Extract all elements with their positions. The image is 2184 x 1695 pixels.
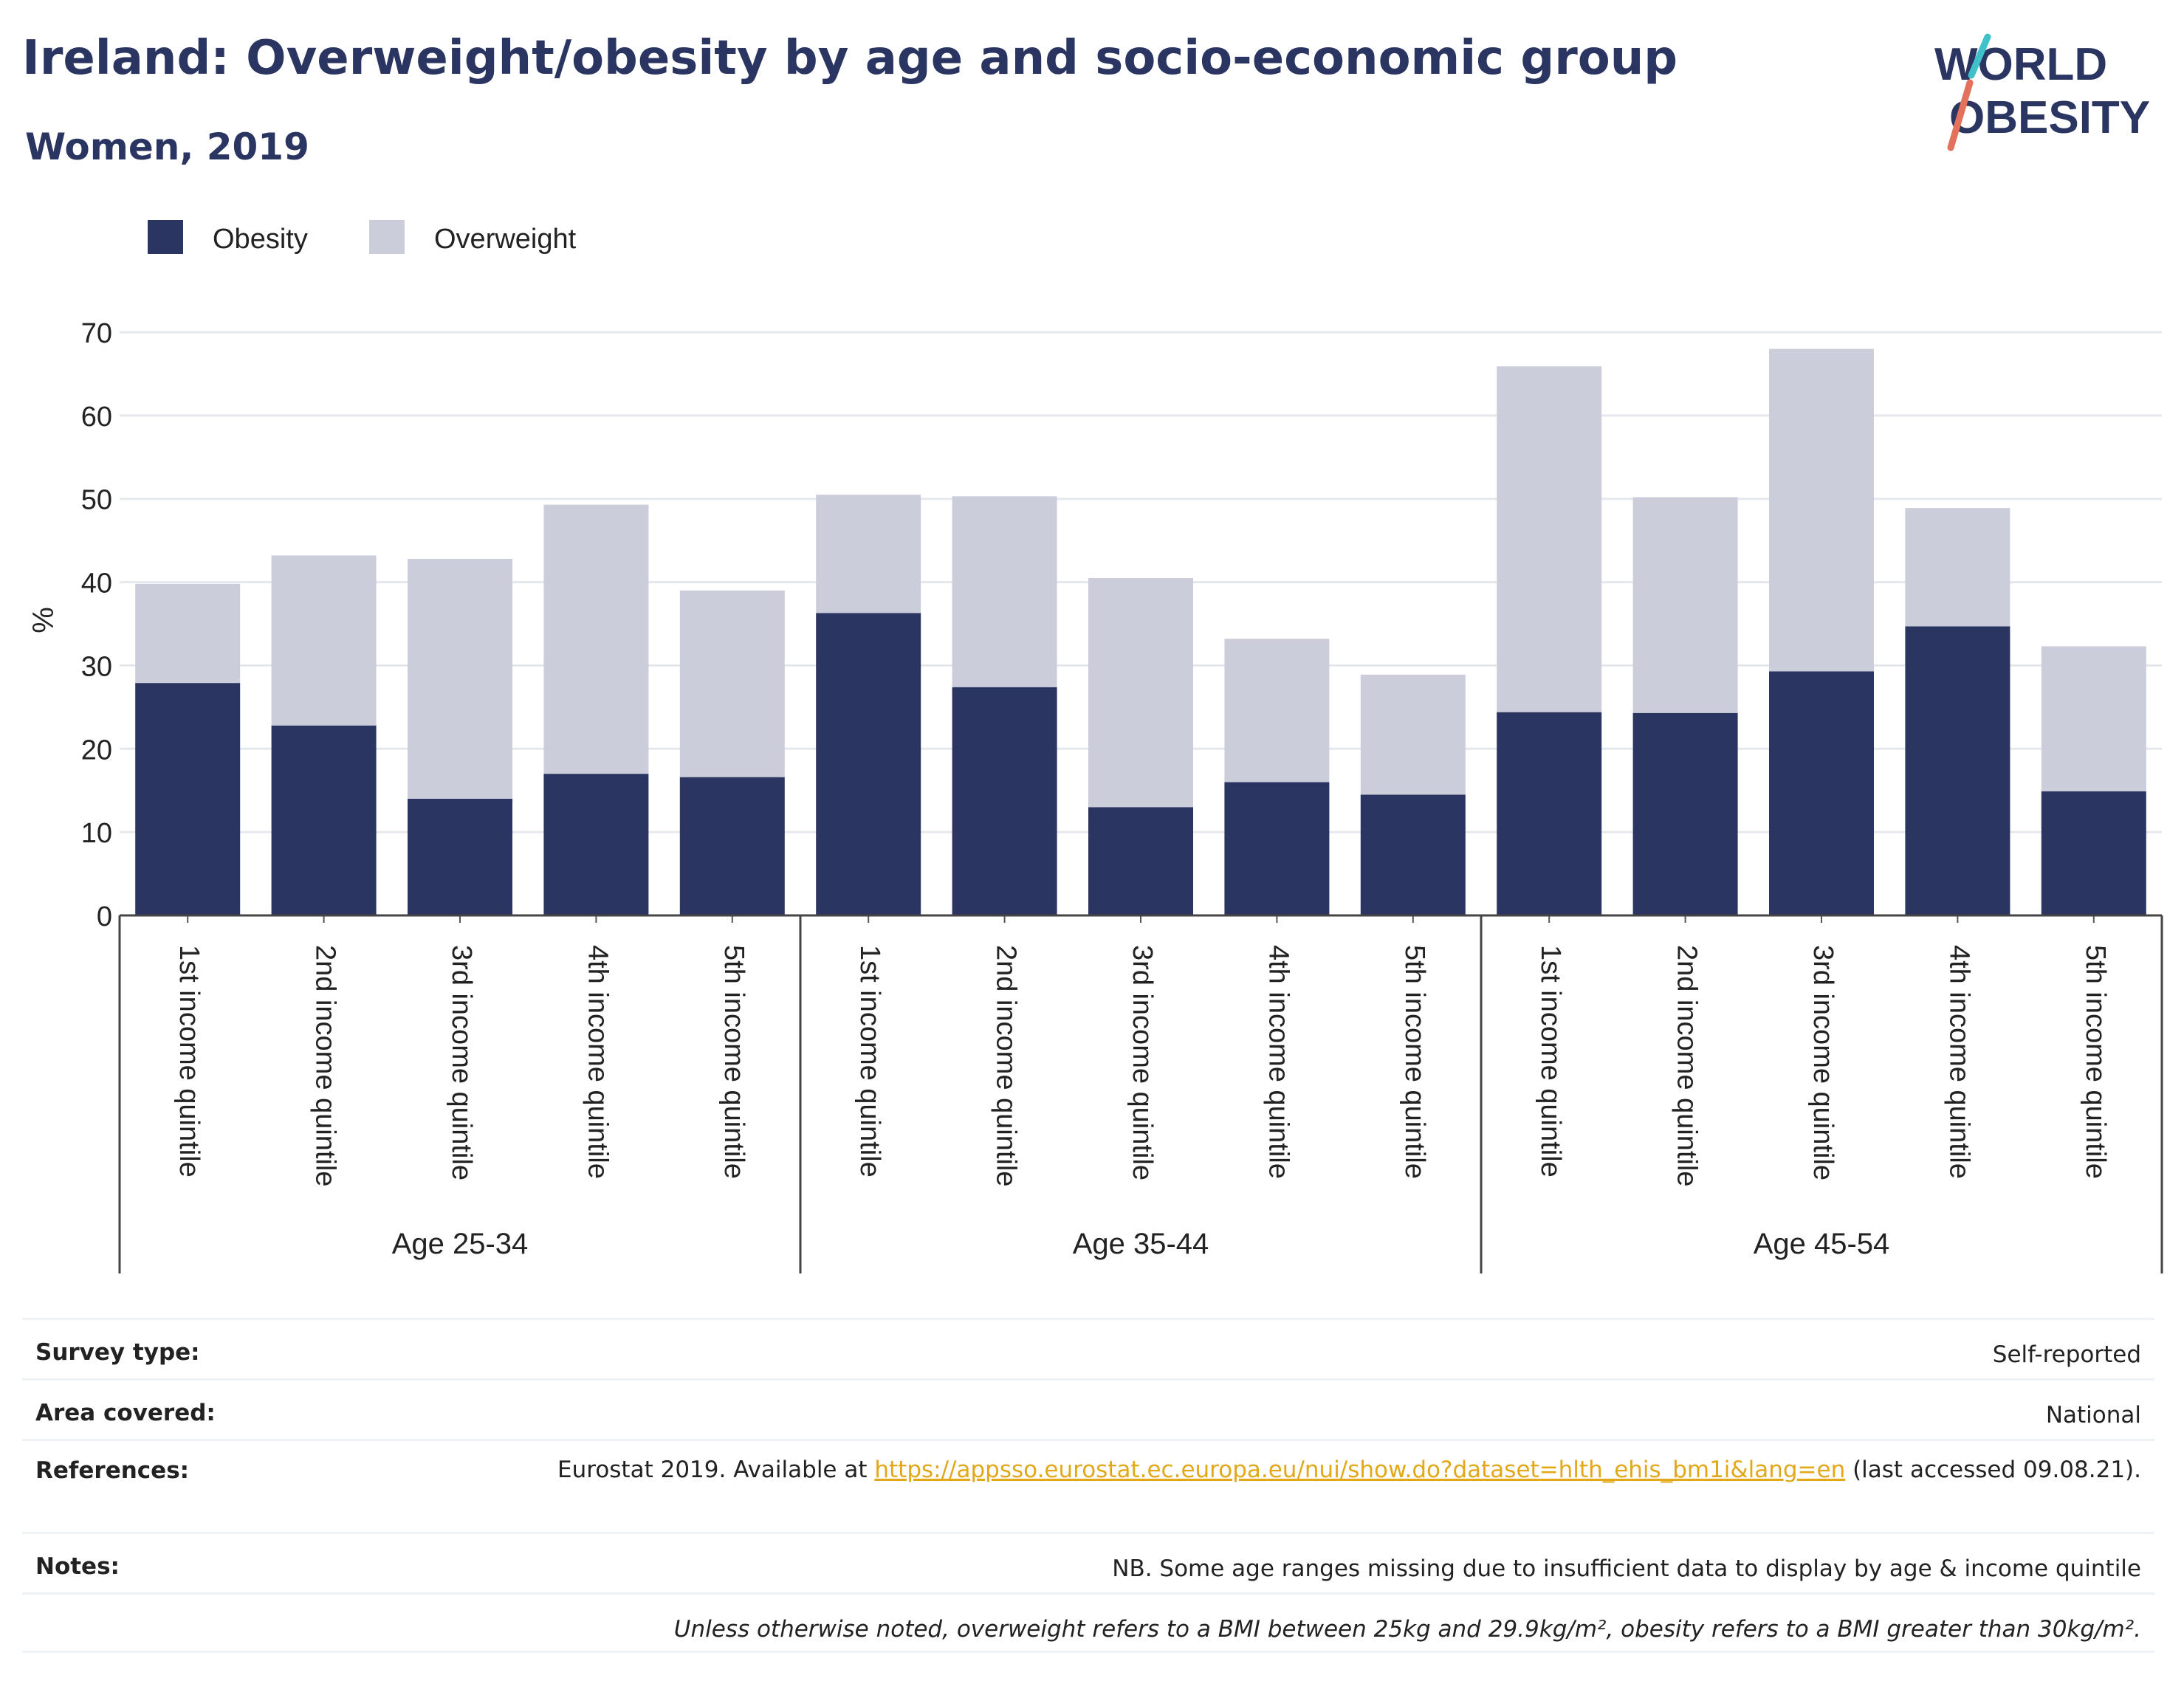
- bar-obesity-2: [408, 799, 512, 915]
- x-tick-label: 5th income quintile: [2080, 945, 2111, 1179]
- bar-obesity-1: [271, 725, 377, 915]
- x-tick-label: 2nd income quintile: [1672, 945, 1703, 1186]
- bar-overweight-12: [1769, 348, 1874, 672]
- bar-obesity-12: [1769, 671, 1874, 915]
- world-obesity-logo: WORLD OBESITY: [1934, 33, 2150, 151]
- y-axis-label: %: [27, 607, 60, 633]
- chart-legend: Obesity Overweight: [148, 220, 577, 255]
- logo-line1: WORLD: [1934, 39, 2107, 90]
- page-subtitle: Women, 2019: [25, 126, 309, 168]
- bar-obesity-14: [2041, 791, 2146, 915]
- y-tick-label: 70: [81, 318, 112, 349]
- bar-overweight-10: [1497, 366, 1602, 712]
- bar-overweight-13: [1905, 508, 2010, 627]
- y-tick-label: 40: [81, 568, 112, 599]
- y-tick-label: 0: [97, 901, 112, 932]
- area-covered-label: Area covered:: [35, 1400, 216, 1426]
- x-tick-label: 4th income quintile: [1943, 945, 1974, 1179]
- bar-overweight-11: [1632, 497, 1738, 713]
- bar-obesity-10: [1497, 712, 1602, 915]
- y-tick-label: 60: [81, 402, 112, 433]
- notes-label: Notes:: [35, 1553, 120, 1580]
- chart-bars: [135, 348, 2146, 915]
- area-covered-value: National: [2045, 1402, 2141, 1428]
- bar-overweight-2: [408, 558, 512, 799]
- bar-obesity-3: [543, 774, 649, 915]
- references-value: Eurostat 2019. Available at https://apps…: [557, 1454, 2141, 1485]
- bar-obesity-5: [816, 613, 921, 915]
- x-tick-label: 2nd income quintile: [991, 945, 1022, 1186]
- bmi-footnote: Unless otherwise noted, overweight refer…: [673, 1616, 2141, 1643]
- y-tick-label: 50: [81, 485, 112, 516]
- logo-accent-teal: [1968, 33, 1991, 79]
- references-suffix: (last accessed 09.08.21).: [1852, 1457, 2141, 1483]
- bar-overweight-1: [271, 555, 377, 726]
- bar-obesity-8: [1224, 782, 1330, 915]
- bar-overweight-8: [1224, 639, 1330, 783]
- x-tick-label: 3rd income quintile: [1127, 945, 1158, 1180]
- y-tick-label: 10: [81, 818, 112, 849]
- notes-value: NB. Some age ranges missing due to insuf…: [1112, 1555, 2141, 1582]
- x-tick-label: 5th income quintile: [1399, 945, 1430, 1179]
- bar-obesity-7: [1088, 807, 1193, 915]
- bar-overweight-0: [135, 583, 241, 684]
- info-row-references: References: Eurostat 2019. Available at …: [22, 1439, 2154, 1532]
- y-tick-label: 30: [81, 651, 112, 682]
- bar-obesity-11: [1632, 712, 1738, 915]
- info-row-notes: Notes: NB. Some age ranges missing due t…: [22, 1532, 2154, 1592]
- bar-obesity-13: [1905, 626, 2010, 915]
- references-link[interactable]: https://appsso.eurostat.ec.europa.eu/nui…: [874, 1457, 1846, 1483]
- logo-line2: OBESITY: [1949, 92, 2150, 143]
- x-tick-label: 5th income quintile: [718, 945, 749, 1179]
- bar-obesity-6: [952, 687, 1057, 915]
- bar-obesity-9: [1360, 794, 1466, 915]
- y-tick-label: 20: [81, 735, 112, 766]
- x-tick-label: 1st income quintile: [854, 945, 885, 1177]
- bar-overweight-7: [1088, 577, 1193, 808]
- bar-obesity-4: [679, 777, 785, 915]
- info-row-survey: Survey type: Self-reported: [22, 1318, 2154, 1378]
- legend-label-1: Overweight: [434, 224, 577, 255]
- x-tick-label: 4th income quintile: [1263, 945, 1294, 1179]
- legend-swatch-0: [148, 220, 183, 254]
- info-table: Survey type: Self-reported Area covered:…: [22, 1318, 2154, 1653]
- references-prefix: Eurostat 2019. Available at: [557, 1457, 868, 1483]
- logo-accent-coral: [1947, 79, 1974, 151]
- legend-label-0: Obesity: [213, 224, 308, 255]
- chart: Obesity Overweight 0 10 20 30 40 50 60 70% 1st i…: [27, 220, 2163, 1273]
- references-label: References:: [35, 1457, 190, 1484]
- x-tick-label: 4th income quintile: [582, 945, 613, 1179]
- bar-obesity-0: [135, 683, 241, 915]
- x-tick-label: 1st income quintile: [1535, 945, 1566, 1177]
- bar-overweight-9: [1360, 674, 1466, 795]
- chart-axes: 1st income quintile 2nd income quintile 3r…: [118, 914, 2163, 1273]
- survey-type-label: Survey type:: [35, 1339, 200, 1366]
- bar-overweight-3: [543, 504, 649, 774]
- x-tick-label: 1st income quintile: [174, 945, 205, 1177]
- info-row-area: Area covered: National: [22, 1378, 2154, 1439]
- bar-overweight-14: [2041, 646, 2146, 791]
- page-title: Ireland: Overweight/obesity by age and s…: [22, 31, 1678, 86]
- bar-overweight-6: [952, 496, 1057, 687]
- bar-overweight-5: [816, 495, 921, 613]
- group-label-2: Age 45-54: [1754, 1228, 1890, 1260]
- legend-swatch-1: [369, 220, 405, 254]
- survey-type-value: Self-reported: [1992, 1341, 2141, 1368]
- x-tick-label: 3rd income quintile: [446, 945, 477, 1180]
- x-tick-label: 3rd income quintile: [1807, 945, 1838, 1180]
- group-label-1: Age 35-44: [1073, 1228, 1209, 1260]
- x-tick-label: 2nd income quintile: [310, 945, 341, 1186]
- info-row-footnote: Unless otherwise noted, overweight refer…: [22, 1592, 2154, 1653]
- bar-overweight-4: [679, 590, 785, 777]
- group-label-0: Age 25-34: [392, 1228, 529, 1260]
